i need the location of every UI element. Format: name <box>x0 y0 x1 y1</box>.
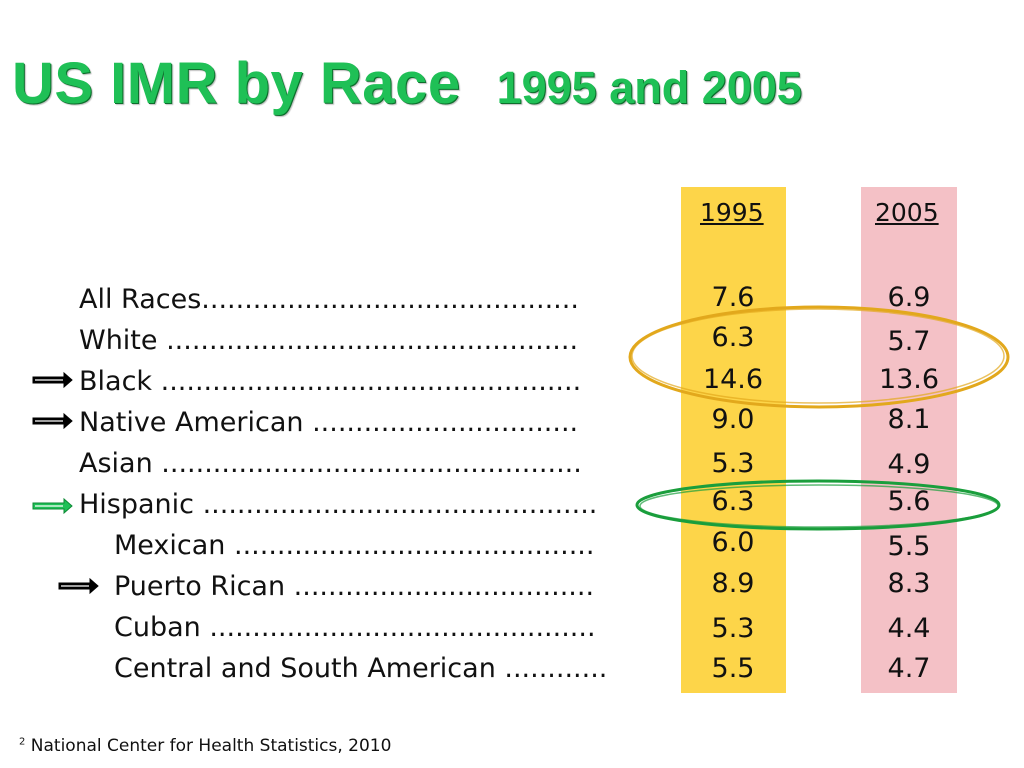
value-1995-puerto-rican: 8.9 <box>711 568 755 599</box>
row-label-native-american: Native American ........................… <box>79 407 579 438</box>
row-label-all-races: All Races...............................… <box>79 284 579 315</box>
row-label-asian: Asian ..................................… <box>79 448 582 479</box>
row-label-black: Black ..................................… <box>79 366 582 397</box>
value-2005-puerto-rican: 8.3 <box>887 568 931 599</box>
footnote-marker: 2 <box>19 736 26 748</box>
value-2005-all-races: 6.9 <box>887 282 931 313</box>
footnote-text: National Center for Health Statistics, 2… <box>25 736 392 756</box>
row-label-puerto-rican: Puerto Rican ...........................… <box>114 571 595 602</box>
value-1995-white: 6.3 <box>711 322 755 353</box>
right-arrow-icon <box>32 371 73 389</box>
title-sub: 1995 and 2005 <box>496 62 802 113</box>
column-header-1995: 1995 <box>700 198 764 227</box>
row-label-hispanic: Hispanic ...............................… <box>79 489 598 520</box>
gold-highlight-ellipse <box>628 305 1010 409</box>
value-1995-cuban: 5.3 <box>711 613 755 644</box>
value-2005-black: 13.6 <box>878 364 940 395</box>
value-2005-native-american: 8.1 <box>887 404 931 435</box>
value-1995-mexican: 6.0 <box>711 527 755 558</box>
right-arrow-icon <box>32 497 73 515</box>
value-2005-mexican: 5.5 <box>887 531 931 562</box>
row-label-white: White ..................................… <box>79 325 579 356</box>
value-2005-central-south-american: 4.7 <box>887 653 931 684</box>
right-arrow-icon <box>58 577 99 595</box>
value-2005-asian: 4.9 <box>887 449 931 480</box>
page-title: US IMR by Race 1995 and 2005 <box>12 50 802 117</box>
value-2005-white: 5.7 <box>887 326 931 357</box>
column-header-2005: 2005 <box>875 198 939 227</box>
title-main: US IMR by Race <box>12 51 461 116</box>
value-1995-black: 14.6 <box>702 364 764 395</box>
row-label-mexican: Mexican ................................… <box>114 530 595 561</box>
value-1995-central-south-american: 5.5 <box>711 653 755 684</box>
green-highlight-ellipse <box>635 479 1001 531</box>
value-1995-hispanic: 6.3 <box>711 486 755 517</box>
column-1995-background <box>681 187 786 693</box>
value-2005-cuban: 4.4 <box>887 613 931 644</box>
row-label-cuban: Cuban ..................................… <box>114 612 596 643</box>
row-label-central-south-american: Central and South American ............ <box>114 653 608 684</box>
column-2005-background <box>861 187 957 693</box>
right-arrow-icon <box>32 412 73 430</box>
value-1995-native-american: 9.0 <box>711 404 755 435</box>
footnote: 2 National Center for Health Statistics,… <box>19 736 391 756</box>
value-1995-asian: 5.3 <box>711 448 755 479</box>
value-1995-all-races: 7.6 <box>711 282 755 313</box>
value-2005-hispanic: 5.6 <box>887 486 931 517</box>
